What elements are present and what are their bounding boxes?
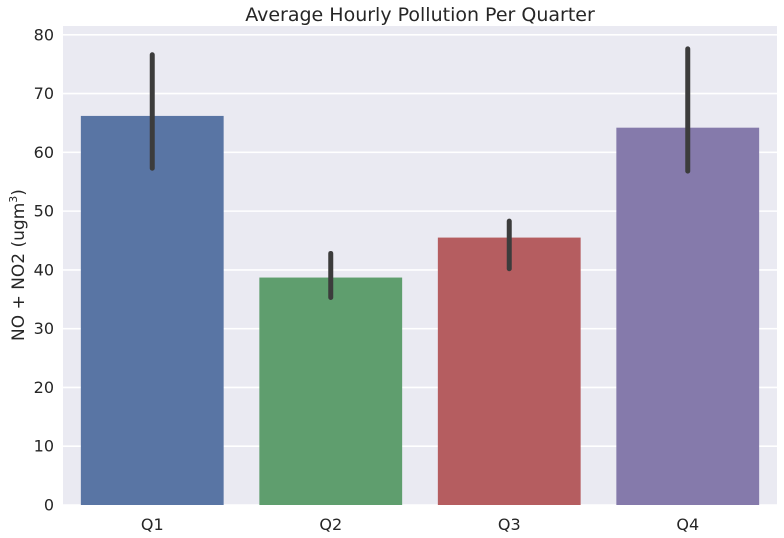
bars (80, 115, 760, 505)
y-tick-label-70: 70 (34, 84, 54, 103)
y-tick-label-50: 50 (34, 202, 54, 221)
bar-q3 (437, 237, 581, 505)
y-axis-label-superscript: 3 (7, 196, 20, 203)
x-tick-label-q2: Q2 (319, 515, 342, 534)
y-tick-label-0: 0 (44, 496, 54, 515)
y-tick-label-10: 10 (34, 437, 54, 456)
x-tick-labels: Q1 Q2 Q3 Q4 (141, 515, 699, 534)
y-tick-label-30: 30 (34, 319, 54, 338)
y-axis-label-main: NO + NO2 (ugm (9, 203, 29, 341)
x-tick-label-q1: Q1 (141, 515, 164, 534)
x-tick-label-q3: Q3 (498, 515, 521, 534)
bar-q2 (259, 277, 403, 505)
bar-q4 (616, 127, 760, 505)
y-tick-label-20: 20 (34, 378, 54, 397)
y-tick-label-40: 40 (34, 260, 54, 279)
y-axis-label-suffix: ) (9, 189, 29, 196)
y-axis-label: NO + NO2 (ugm3) (7, 189, 29, 341)
x-tick-label-q4: Q4 (676, 515, 699, 534)
y-tick-label-80: 80 (34, 25, 54, 44)
y-tick-labels: 0 10 20 30 40 50 60 70 80 (34, 25, 54, 514)
chart-title: Average Hourly Pollution Per Quarter (245, 4, 595, 26)
error-bars (149, 46, 691, 301)
y-tick-label-60: 60 (34, 143, 54, 162)
bar-q1 (80, 115, 224, 505)
